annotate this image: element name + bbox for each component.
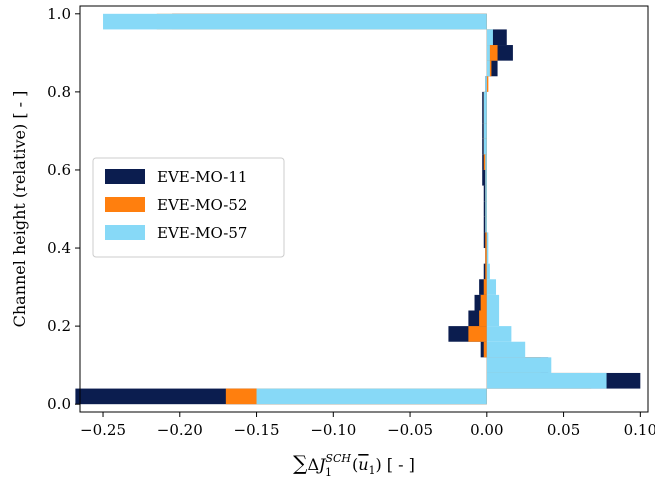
legend-label-eve-mo-52: EVE-MO-52 <box>157 196 247 214</box>
bar-eve-mo-57-24 <box>103 13 487 30</box>
y-tick-label: 1.0 <box>47 5 71 23</box>
bar-eve-mo-57-15 <box>485 154 487 170</box>
x-axis-label: ∑ΔJSCH 1 (u1)[ - ] <box>293 451 415 479</box>
x-tick-label: −0.10 <box>310 421 356 439</box>
bar-eve-mo-57-17 <box>483 123 487 139</box>
x-axis-label-sum: ∑ <box>293 451 308 475</box>
y-tick-label: 0.6 <box>47 161 71 179</box>
bar-eve-mo-57-6 <box>486 294 500 311</box>
legend-swatch-eve-mo-52 <box>105 197 145 212</box>
legend-swatch-eve-mo-57 <box>105 225 145 240</box>
bar-eve-mo-52-22 <box>486 45 498 61</box>
x-tick-label: −0.25 <box>80 421 126 439</box>
bar-eve-mo-11-14 <box>482 169 487 186</box>
bar-eve-mo-57-23 <box>486 29 493 46</box>
x-tick-label: 0.05 <box>547 421 580 439</box>
bar-eve-mo-57-2 <box>486 357 552 373</box>
y-tick-label: 0.0 <box>47 395 71 413</box>
bar-eve-mo-52-10 <box>485 232 487 249</box>
x-axis-label-sub: 1 <box>325 466 332 479</box>
plot-area-frame <box>79 5 649 413</box>
bar-eve-mo-57-13 <box>485 185 487 202</box>
x-axis-ticks: −0.25 −0.20 −0.15 −0.10 −0.05 0.00 0.05 0.10 <box>80 412 655 439</box>
legend-swatch-eve-mo-11 <box>105 169 145 184</box>
x-tick-label: 0.00 <box>470 421 503 439</box>
x-axis-label-sup: SCH <box>325 452 351 465</box>
bar-eve-mo-57-11 <box>485 216 487 233</box>
x-axis-label-u: u <box>358 455 368 474</box>
x-tick-label: −0.20 <box>157 421 203 439</box>
x-tick-label: −0.15 <box>234 421 280 439</box>
x-axis-label-paren-open: ( <box>352 455 358 474</box>
bar-eve-mo-57-14 <box>485 169 487 186</box>
x-axis-label-u-sub: 1 <box>369 464 376 477</box>
bar-eve-mo-57-16 <box>483 138 487 155</box>
y-tick-label: 0.8 <box>47 83 71 101</box>
bar-eve-mo-57-5 <box>486 310 500 327</box>
bar-eve-mo-57-1 <box>486 372 607 389</box>
bar-eve-mo-57-19 <box>483 91 487 108</box>
y-tick-label: 0.2 <box>47 317 71 335</box>
y-axis-ticks: 0.0 0.2 0.4 0.6 0.8 1.0 <box>47 5 80 413</box>
y-tick-label: 0.4 <box>47 239 71 257</box>
x-tick-label: −0.05 <box>387 421 433 439</box>
y-axis-label: Channel height (relative) [ - ] <box>10 91 29 328</box>
bar-eve-mo-57-20 <box>485 76 487 92</box>
bar-eve-mo-57-18 <box>483 107 487 124</box>
bar-eve-mo-52-9 <box>485 248 487 264</box>
bar-eve-mo-57-3 <box>486 341 526 358</box>
bar-eve-mo-11-21 <box>486 60 498 77</box>
legend-label-eve-mo-11: EVE-MO-11 <box>157 168 247 186</box>
x-tick-label: 0.10 <box>624 421 655 439</box>
x-axis-label-J: J <box>316 455 327 474</box>
bar-eve-mo-11-7 <box>479 279 487 295</box>
legend-label-eve-mo-57: EVE-MO-57 <box>157 224 247 242</box>
bar-eve-mo-57-0 <box>256 388 487 405</box>
bar-eve-mo-52-4 <box>468 326 487 342</box>
bar-eve-mo-52-8 <box>485 263 487 280</box>
bar-eve-mo-57-9 <box>486 248 489 264</box>
bar-eve-mo-57-21 <box>486 60 490 77</box>
bar-eve-mo-52-5 <box>479 310 487 327</box>
bar-eve-mo-52-7 <box>483 279 487 295</box>
bar-eve-mo-57-12 <box>485 201 487 217</box>
x-axis-label-delta: Δ <box>307 455 319 474</box>
bar-eve-mo-57-7 <box>486 279 497 295</box>
x-axis-label-paren-close: ) <box>376 455 382 474</box>
bar-eve-mo-52-3 <box>483 341 487 358</box>
bar-eve-mo-52-20 <box>486 76 489 92</box>
bar-eve-mo-57-22 <box>486 45 490 61</box>
bar-eve-mo-57-10 <box>486 232 489 249</box>
bars-layer <box>75 13 641 405</box>
bar-eve-mo-57-8 <box>486 263 490 280</box>
x-axis-label-unit: [ - ] <box>387 455 415 474</box>
bar-eve-mo-52-6 <box>480 294 487 311</box>
bar-eve-mo-57-4 <box>486 326 512 342</box>
legend: EVE-MO-11 EVE-MO-52 EVE-MO-57 <box>92 157 285 258</box>
